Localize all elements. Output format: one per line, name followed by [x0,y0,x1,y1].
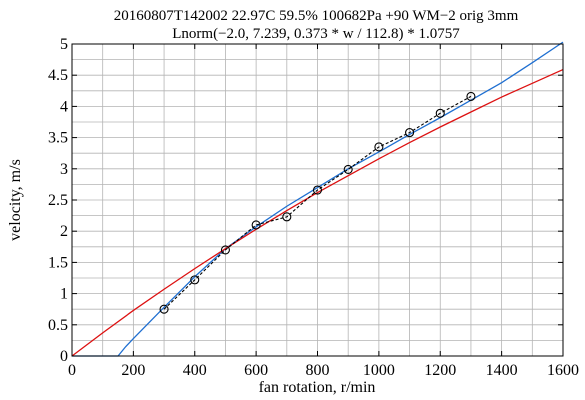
tick-layer: 0 200 400 600 800 1000 1200 1400 1600 0 0.5 1 1.5 2 2.… [48,36,579,379]
data-point [466,91,476,101]
y-tick-label: 4.5 [48,67,68,84]
x-tick-label: 1200 [424,362,456,379]
data-point [190,275,200,285]
data-point [374,142,384,152]
y-tick-label: 1 [60,286,68,303]
x-tick-label: 400 [183,362,207,379]
data-point [159,304,169,314]
data-point [282,212,292,222]
series-line-measured-dashed [163,95,472,310]
x-tick-label: 0 [68,362,76,379]
y-tick-label: 3.5 [48,130,68,147]
y-tick-label: 3 [60,161,68,178]
x-tick-label: 1000 [363,362,395,379]
y-tick-label: 4 [60,98,68,115]
x-axis-label: fan rotation, r/min [259,379,376,396]
series-line-blue-fit [72,41,564,357]
chart-subtitle: Lnorm(−2.0, 7.239, 0.373 * w / 112.8) * … [172,26,460,42]
data-point [405,128,415,138]
y-tick-label: 1.5 [48,254,68,271]
x-tick-label: 1600 [547,362,579,379]
data-point [435,108,445,118]
gridlines [71,43,564,357]
y-tick-label: 0.5 [48,317,68,334]
series-line-red-fit [71,68,564,357]
y-tick-label: 2 [60,223,68,240]
y-tick-label: 0 [60,348,68,365]
data-point [343,164,353,174]
series-layer [71,41,564,357]
y-tick-label: 2.5 [48,192,68,209]
data-point [251,220,261,230]
x-tick-label: 1400 [486,362,518,379]
chart-title: 20160807T142002 22.97C 59.5% 100682Pa +9… [114,8,519,24]
y-axis-label: velocity, m/s [7,159,24,241]
x-tick-label: 800 [306,362,330,379]
x-tick-label: 600 [244,362,268,379]
data-point [220,245,230,255]
x-tick-label: 200 [121,362,145,379]
data-point [312,185,323,195]
y-tick-label: 5 [60,36,68,53]
